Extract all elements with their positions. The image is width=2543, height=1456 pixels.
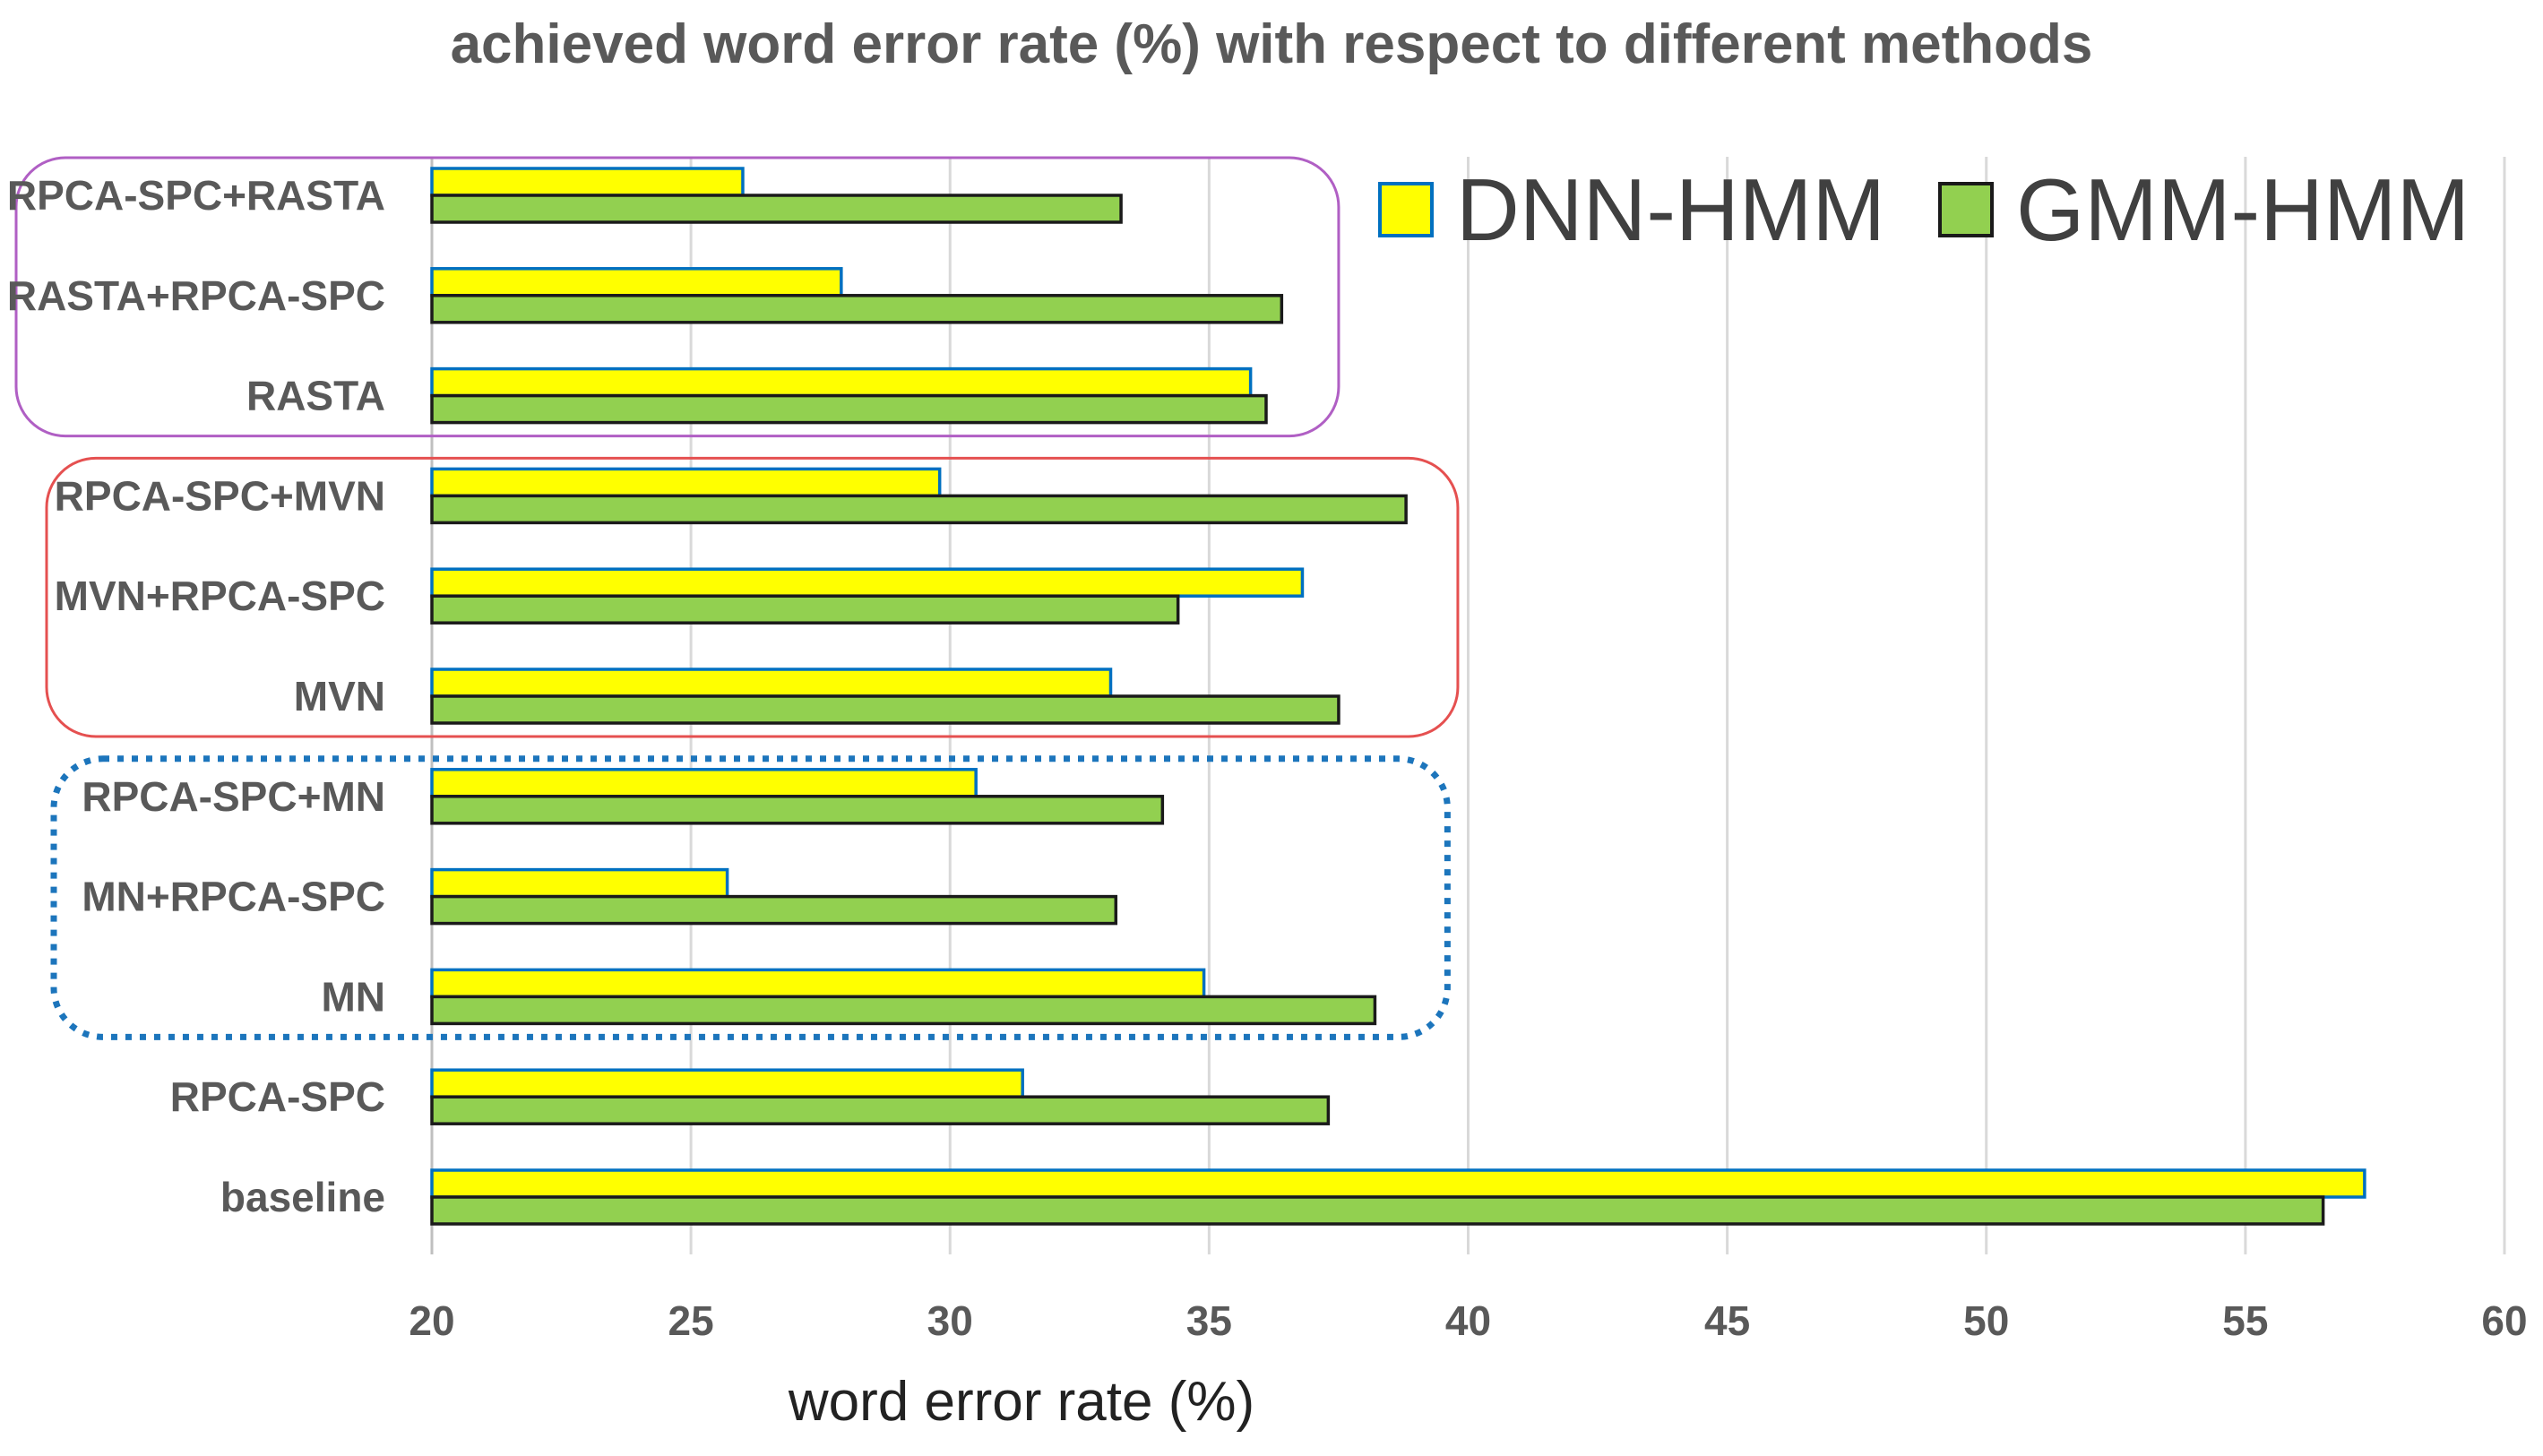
group-boxes	[14, 156, 1460, 1040]
x-tick-label: 50	[1963, 1297, 2009, 1344]
group-box	[45, 456, 1460, 738]
category-label: RPCA-SPC+MN	[82, 773, 385, 820]
legend-swatch	[1378, 182, 1434, 237]
category-label: baseline	[220, 1174, 385, 1220]
x-tick-label: 60	[2481, 1297, 2527, 1344]
group-box	[50, 755, 1451, 1040]
bar-dnn-hmm	[430, 968, 1206, 999]
x-tick-label: 55	[2222, 1297, 2268, 1344]
category-label: RPCA-SPC	[170, 1073, 385, 1120]
bar-dnn-hmm	[430, 768, 978, 798]
bar-dnn-hmm	[430, 567, 1305, 598]
category-label: MN	[321, 973, 385, 1020]
bar-gmm-hmm	[430, 194, 1123, 224]
bars	[430, 167, 2366, 1226]
bar-dnn-hmm	[430, 467, 942, 498]
bar-gmm-hmm	[430, 1195, 2325, 1226]
x-tick-label: 20	[409, 1297, 454, 1344]
group-box	[14, 156, 1340, 438]
category-label: MVN+RPCA-SPC	[55, 573, 385, 619]
bar-gmm-hmm	[430, 294, 1284, 324]
bar-dnn-hmm	[430, 167, 745, 197]
chart-title: achieved word error rate (%) with respec…	[451, 13, 2093, 75]
legend-label: GMM-HMM	[2016, 160, 2470, 259]
bar-gmm-hmm	[430, 995, 1377, 1026]
bar-gmm-hmm	[430, 1095, 1331, 1125]
bar-dnn-hmm	[430, 867, 729, 899]
bar-gmm-hmm	[430, 594, 1180, 625]
category-label: RASTA+RPCA-SPC	[7, 272, 385, 319]
bar-dnn-hmm	[430, 1168, 2366, 1199]
x-tick-label: 45	[1704, 1297, 1750, 1344]
bar-gmm-hmm	[430, 393, 1268, 425]
category-label: MVN	[294, 673, 385, 719]
bar-gmm-hmm	[430, 795, 1165, 825]
category-label: RPCA-SPC+MVN	[55, 472, 385, 519]
bar-dnn-hmm	[430, 267, 843, 297]
x-axis-ticks: 20 25 30 35 40 45 50 55 60	[409, 1297, 2527, 1344]
legend-label: DNN-HMM	[1456, 160, 1885, 259]
bar-dnn-hmm	[430, 366, 1253, 398]
bar-gmm-hmm	[430, 694, 1340, 725]
bar-gmm-hmm	[430, 494, 1408, 525]
x-tick-label: 25	[668, 1297, 714, 1344]
legend-swatch	[1938, 182, 1994, 237]
category-labels: RPCA-SPC+RASTA RASTA+RPCA-SPC RASTA RPCA-SP…	[7, 172, 385, 1220]
bar-dnn-hmm	[430, 1068, 1024, 1098]
x-axis-title: word error rate (%)	[788, 1371, 1254, 1433]
x-tick-label: 30	[927, 1297, 973, 1344]
gridlines	[430, 157, 2506, 1254]
x-tick-label: 35	[1186, 1297, 1232, 1344]
bar-gmm-hmm	[430, 894, 1118, 926]
category-label: RPCA-SPC+RASTA	[7, 172, 385, 219]
category-label: MN+RPCA-SPC	[82, 874, 385, 920]
bar-dnn-hmm	[430, 668, 1113, 698]
x-tick-label: 40	[1445, 1297, 1491, 1344]
category-label: RASTA	[246, 373, 385, 419]
legend: DNN-HMM GMM-HMM	[1378, 160, 2470, 259]
